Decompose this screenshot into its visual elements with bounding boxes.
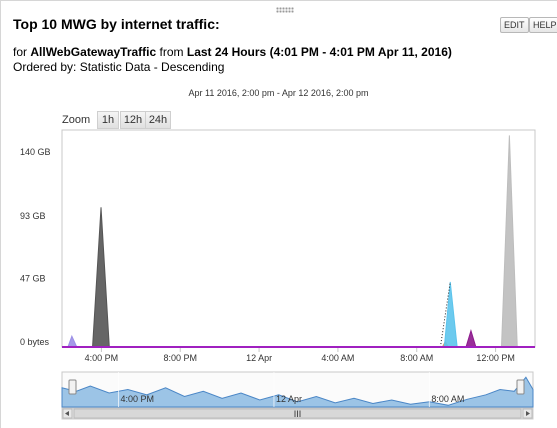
- from-word: from: [159, 45, 184, 59]
- drag-handle[interactable]: [276, 7, 294, 13]
- x-tick-label: 4:00 AM: [321, 353, 354, 363]
- navigator-left-handle[interactable]: [68, 379, 77, 395]
- x-tick-label: 8:00 PM: [163, 353, 197, 363]
- order-line: Ordered by: Statistic Data - Descending: [13, 60, 225, 74]
- chart-range-label: Apr 11 2016, 2:00 pm - Apr 12 2016, 2:00…: [188, 88, 369, 98]
- scroll-right-arrow-icon: [526, 411, 530, 416]
- series-3-outline: [439, 281, 451, 348]
- time-period: Last 24 Hours (4:01 PM - 4:01 PM Apr 11,…: [186, 45, 452, 59]
- navigator-area: [61, 376, 534, 408]
- help-button[interactable]: HELP: [529, 17, 557, 33]
- navigator-label: 4:00 PM: [121, 394, 155, 404]
- entity-name: AllWebGatewayTraffic: [30, 45, 157, 59]
- edit-button[interactable]: EDIT: [500, 17, 529, 33]
- scrollbar-grip: III: [294, 409, 302, 419]
- y-tick-label: 47 GB: [20, 273, 46, 283]
- report-filter-line: for AllWebGatewayTraffic from Last 24 Ho…: [13, 45, 452, 59]
- x-tick-label: 4:00 PM: [85, 353, 119, 363]
- navigator-right-handle[interactable]: [516, 379, 525, 395]
- scroll-left-arrow-icon: [65, 411, 69, 416]
- y-tick-label: 0 bytes: [20, 337, 50, 347]
- scrollbar-thumb[interactable]: [73, 408, 522, 419]
- x-tick-label: 12:00 PM: [476, 353, 515, 363]
- x-tick-label: 12 Apr: [246, 353, 272, 363]
- plot-area: [61, 129, 536, 348]
- navigator-label: 12 Apr: [276, 394, 302, 404]
- panel-title: Top 10 MWG by internet traffic:: [13, 16, 220, 32]
- zoom-24h-button[interactable]: 24h: [145, 111, 171, 129]
- x-tick-label: 8:00 AM: [400, 353, 433, 363]
- zoom-1h-button[interactable]: 1h: [97, 111, 119, 129]
- navigator-label: 8:00 AM: [431, 394, 464, 404]
- for-prefix: for: [13, 45, 28, 59]
- y-tick-label: 140 GB: [20, 147, 51, 157]
- zoom-label: Zoom: [62, 114, 91, 126]
- y-tick-label: 93 GB: [20, 211, 46, 221]
